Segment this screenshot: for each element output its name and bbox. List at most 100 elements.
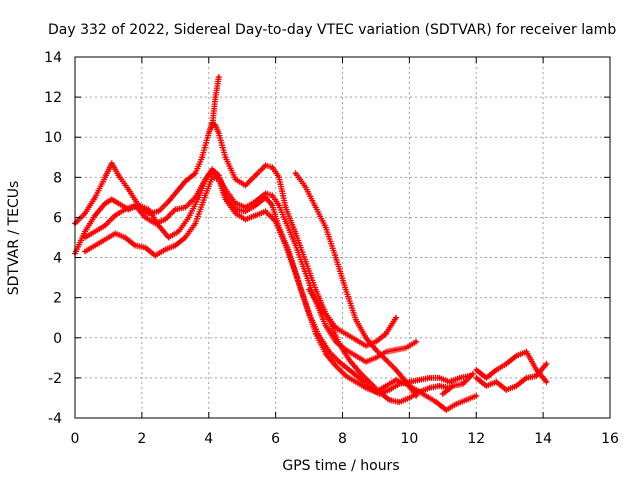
data-point xyxy=(314,288,318,292)
data-point xyxy=(387,398,391,402)
data-point xyxy=(384,350,388,354)
data-point xyxy=(394,348,398,352)
data-point xyxy=(437,384,441,388)
data-point xyxy=(304,260,308,264)
data-point xyxy=(414,340,418,344)
data-point xyxy=(324,324,328,328)
y-tick-label: 8 xyxy=(53,170,62,186)
data-point xyxy=(157,209,161,213)
data-point xyxy=(203,177,207,181)
data-point xyxy=(83,211,87,215)
data-point xyxy=(163,217,167,221)
data-point xyxy=(234,177,237,181)
data-point xyxy=(307,288,311,292)
data-point xyxy=(474,394,478,398)
data-point xyxy=(217,75,221,79)
data-point xyxy=(103,238,107,242)
data-point xyxy=(143,246,147,250)
data-point xyxy=(284,205,288,209)
data-point xyxy=(448,380,451,384)
data-point xyxy=(458,376,462,380)
data-point xyxy=(334,256,338,260)
data-point xyxy=(324,225,328,229)
data-point xyxy=(344,288,348,292)
data-point xyxy=(197,195,201,199)
data-point xyxy=(364,360,368,364)
data-point xyxy=(294,244,298,248)
data-point xyxy=(327,318,331,322)
data-point xyxy=(444,408,448,412)
data-point xyxy=(167,236,171,239)
data-point xyxy=(544,362,548,366)
series-track-9 xyxy=(209,74,222,131)
data-point xyxy=(451,384,455,388)
data-point xyxy=(484,384,488,388)
data-point xyxy=(210,125,214,129)
x-tick-label: 6 xyxy=(271,431,280,447)
data-point xyxy=(424,394,428,398)
data-point xyxy=(394,368,398,372)
data-point xyxy=(294,231,298,235)
data-point xyxy=(374,356,378,360)
data-point xyxy=(270,203,274,207)
data-point xyxy=(110,197,114,201)
data-point xyxy=(377,390,381,394)
series-track-5 xyxy=(292,170,420,399)
x-axis-title: GPS time / hours xyxy=(282,458,399,474)
data-point xyxy=(113,213,117,217)
data-point xyxy=(173,207,177,211)
y-tick-label: -4 xyxy=(48,411,62,427)
data-point xyxy=(264,209,268,213)
x-tick-label: 2 xyxy=(137,431,146,447)
data-point xyxy=(357,370,361,374)
data-point xyxy=(113,231,117,235)
data-point xyxy=(217,131,221,135)
data-point xyxy=(407,396,411,400)
data-point xyxy=(464,398,468,402)
data-point xyxy=(116,173,120,177)
data-point xyxy=(397,400,401,404)
data-point xyxy=(193,171,197,175)
data-point xyxy=(153,254,157,258)
data-point xyxy=(374,390,378,394)
data-point xyxy=(294,272,298,276)
data-point xyxy=(244,183,248,187)
x-tick-label: 10 xyxy=(400,431,418,447)
data-point xyxy=(374,348,378,352)
data-point xyxy=(153,221,157,225)
data-point xyxy=(244,217,248,221)
data-point xyxy=(357,376,361,380)
data-point xyxy=(264,195,268,199)
data-point xyxy=(434,400,438,404)
y-tick-label: 2 xyxy=(53,291,62,307)
data-point xyxy=(234,211,237,215)
data-point xyxy=(384,358,388,362)
data-point xyxy=(427,386,431,390)
x-tick-label: 0 xyxy=(71,431,80,447)
data-point xyxy=(404,380,408,384)
data-point xyxy=(354,354,358,358)
data-point xyxy=(534,374,538,378)
data-point xyxy=(213,95,217,99)
data-point xyxy=(471,372,475,376)
data-point xyxy=(354,338,358,342)
data-point xyxy=(504,362,508,366)
y-tick-label: -2 xyxy=(48,371,62,387)
data-point xyxy=(234,201,237,205)
data-point xyxy=(394,316,398,320)
data-point xyxy=(317,304,321,308)
data-point xyxy=(210,175,214,179)
data-point xyxy=(504,388,508,392)
data-point xyxy=(347,358,351,362)
data-point xyxy=(127,187,130,191)
data-point xyxy=(474,376,478,380)
x-tick-label: 14 xyxy=(534,431,552,447)
data-point xyxy=(364,336,368,340)
data-point xyxy=(270,165,274,169)
data-point xyxy=(203,193,207,197)
data-point xyxy=(304,302,308,306)
data-point xyxy=(223,197,227,201)
data-point xyxy=(441,392,445,396)
data-point xyxy=(163,248,167,252)
data-point xyxy=(207,131,211,135)
